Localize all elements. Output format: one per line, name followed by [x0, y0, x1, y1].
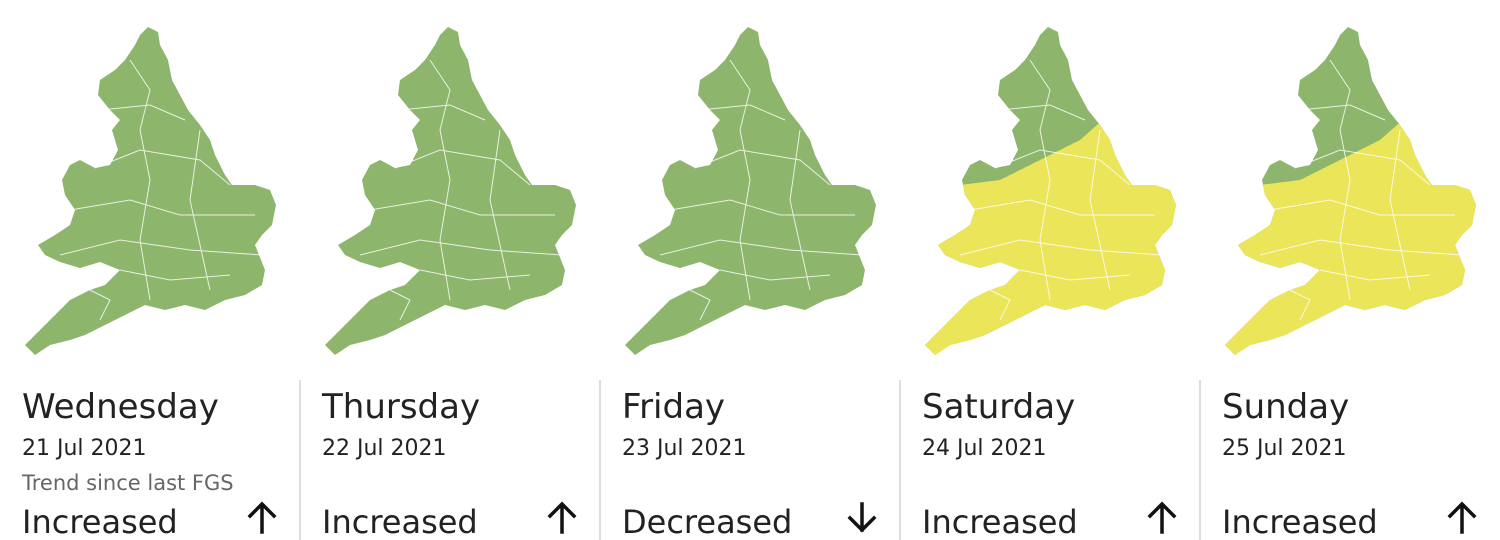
date: 25 Jul 2021: [1222, 436, 1347, 461]
day: Friday: [622, 387, 725, 427]
map: [325, 27, 576, 355]
date: 22 Jul 2021: [322, 436, 447, 461]
map: [625, 27, 876, 355]
arrow-down: [847, 502, 877, 533]
trend: Increased: [22, 503, 178, 540]
trend: Increased: [922, 503, 1078, 540]
trend: Decreased: [622, 503, 792, 540]
arrow-up: [1147, 501, 1177, 534]
map: [1200, 27, 1500, 400]
map: [900, 27, 1200, 400]
arrow-up: [1447, 501, 1477, 534]
arrow-up: [247, 501, 277, 534]
trend: Increased: [1222, 503, 1378, 540]
day: Sunday: [1222, 387, 1349, 427]
date: 24 Jul 2021: [922, 436, 1047, 461]
arrow-up: [547, 501, 577, 534]
date: 23 Jul 2021: [622, 436, 747, 461]
day: Thursday: [321, 387, 480, 427]
day: Wednesday: [22, 387, 219, 427]
trend: Increased: [322, 503, 478, 540]
date: 21 Jul 2021: [22, 436, 147, 461]
map: [25, 27, 276, 355]
day: Saturday: [922, 387, 1075, 427]
trend-caption: Trend since last FGS: [21, 471, 234, 495]
